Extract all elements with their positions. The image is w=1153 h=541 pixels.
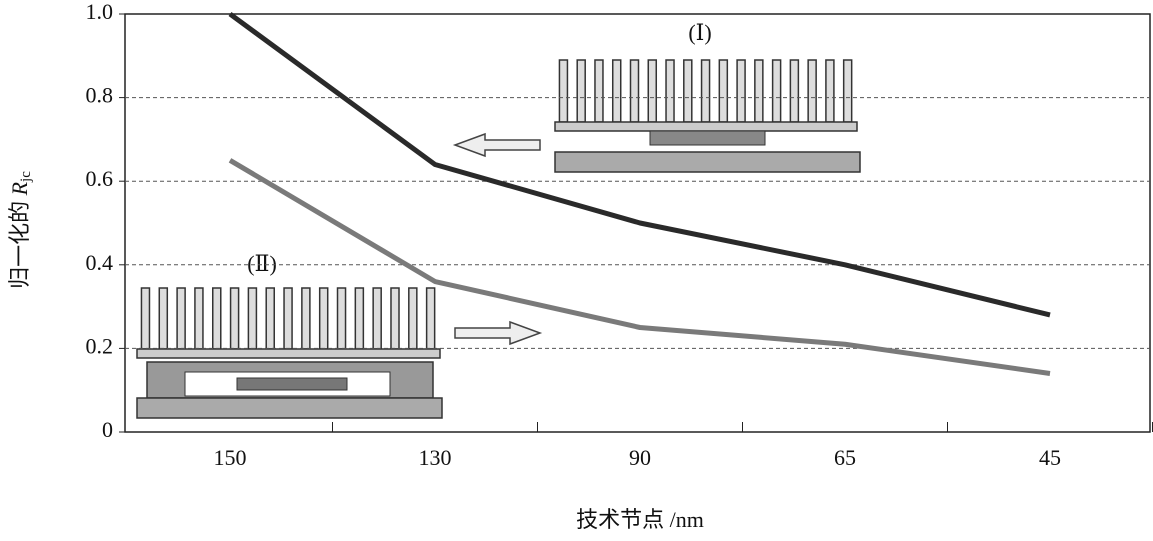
heatsink-fin — [283, 287, 293, 350]
heatsink-fin — [576, 59, 586, 123]
heatsink-fin — [176, 287, 186, 350]
heatsink-fin — [754, 59, 764, 123]
heatsink-fin — [718, 59, 729, 123]
data-line — [228, 158, 1051, 376]
heatsink-fin — [140, 287, 151, 350]
heatsink-fin — [194, 287, 204, 350]
series-annotation: (Ⅱ) — [247, 251, 277, 276]
heatsink-fin — [158, 287, 169, 350]
x-tick-label: 90 — [629, 445, 651, 470]
heatsink-fin — [736, 59, 746, 123]
heatsink-fin — [265, 287, 275, 350]
x-tick-label: 150 — [214, 445, 247, 470]
x-axis-label: 技术节点 /nm — [576, 507, 704, 532]
arrow — [452, 132, 541, 158]
heatsink-fin — [247, 287, 258, 350]
x-tick-label: 130 — [419, 445, 452, 470]
heatsink-fin — [301, 287, 311, 350]
data-line — [228, 11, 1051, 318]
heatsink-fin — [229, 287, 240, 350]
diagrams — [136, 59, 861, 419]
heatsink-fin — [611, 59, 622, 123]
heatsink-fin — [594, 59, 604, 123]
plot-frame — [124, 13, 1151, 433]
heatsink-fin — [318, 287, 329, 350]
heatsink-fin — [558, 59, 569, 123]
x-tick-label: 45 — [1039, 445, 1061, 470]
y-axis-label-text: 归一化的 — [7, 201, 32, 289]
y-axis-label: 归一化的 Rjc — [7, 171, 34, 289]
substrate — [136, 397, 443, 419]
heatsink-fin — [408, 287, 418, 350]
heatsink-fin — [807, 59, 817, 123]
series-annotation: (Ⅰ) — [688, 20, 711, 45]
heatsink-fin — [842, 59, 853, 123]
chip — [649, 130, 766, 146]
heatsink-fin — [700, 59, 711, 123]
substrate — [554, 151, 861, 173]
heatsink-fin — [354, 287, 365, 350]
heatsink-fin — [425, 287, 436, 350]
heatsink-fin — [372, 287, 382, 350]
heatsink-fin — [336, 287, 347, 350]
heatsink-fin — [629, 59, 640, 123]
y-axis-label-symbol: R — [7, 181, 32, 196]
heatsink-fin — [683, 59, 693, 123]
heatsink-fin — [647, 59, 658, 123]
y-tick-label: 0.6 — [86, 166, 114, 191]
heatsink-base — [554, 121, 858, 132]
chip — [236, 377, 348, 391]
y-tick-label: 0.2 — [86, 333, 114, 358]
y-axis-label-sub: jc — [18, 171, 34, 183]
y-tick-label: 1.0 — [86, 0, 114, 24]
arrow — [454, 320, 543, 346]
x-tick-label: 65 — [834, 445, 856, 470]
heatsink-base — [136, 348, 441, 359]
heatsink-fin — [665, 59, 675, 123]
y-tick-label: 0.4 — [86, 250, 114, 275]
heatsink-fin — [390, 287, 400, 350]
heatsink-fin — [789, 59, 800, 123]
y-tick-label: 0 — [102, 417, 113, 442]
heatsink-fin — [771, 59, 782, 123]
y-tick-label: 0.8 — [86, 83, 114, 108]
heatsink-fin — [825, 59, 835, 123]
heatsink-fin — [212, 287, 222, 350]
